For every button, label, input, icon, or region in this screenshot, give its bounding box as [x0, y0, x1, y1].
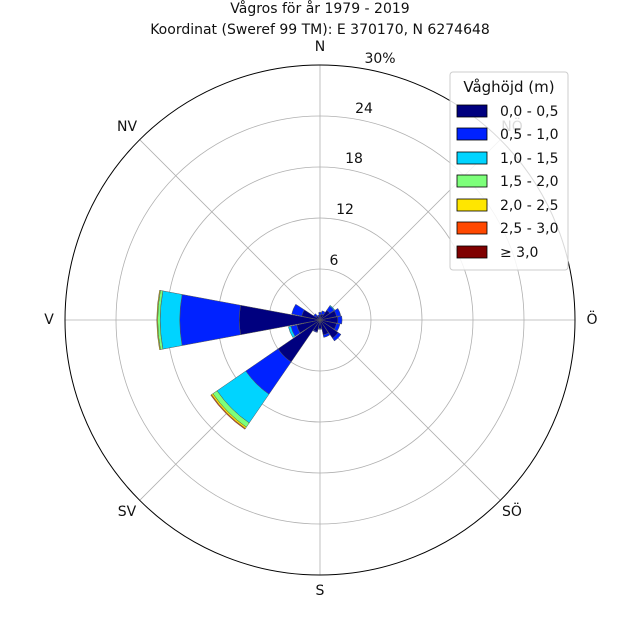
legend-swatch-6: [456, 245, 488, 259]
legend-box: [449, 71, 569, 271]
legend-label-0: 0,0 - 0,5: [500, 104, 558, 120]
radial-tick-6: 6: [330, 253, 339, 269]
radial-tick-24: 24: [355, 101, 373, 117]
legend-swatch-4: [456, 198, 488, 212]
bar-sector-5-class-1: [333, 323, 341, 332]
radial-tick-labels: 6 12 18 24 30%: [330, 51, 396, 269]
bar-sector-13-class-1: [291, 303, 305, 317]
bar-sector-6-class-1: [332, 332, 342, 342]
bar-sector-3-class-1: [333, 308, 342, 317]
direction-label-v: V: [44, 312, 54, 328]
direction-label-sv: SV: [118, 504, 137, 520]
bar-sector-7-class-1: [322, 332, 331, 338]
bar-sector-8-class-1: [318, 328, 322, 330]
bar-sector-15-class-1: [316, 314, 320, 318]
bar-sector-11-class-2: [288, 325, 296, 338]
bar-sector-2-class-2: [329, 304, 336, 311]
legend-title: Våghöjd (m): [463, 78, 554, 96]
chart-title: Vågros för år 1979 - 2019: [230, 0, 409, 17]
chart-subtitle: Koordinat (Sweref 99 TM): E 370170, N 62…: [150, 22, 490, 38]
legend-swatch-2: [456, 151, 488, 165]
legend: Våghöjd (m) 0,0 - 0,5 0,5 - 1,0 1,0 - 1,…: [449, 71, 569, 271]
bar-sector-14-class-1: [313, 313, 318, 318]
legend-swatch-1: [456, 127, 488, 141]
legend-items: 0,0 - 0,5 0,5 - 1,0 1,0 - 1,5 1,5 - 2,0 …: [456, 104, 558, 261]
legend-label-5: 2,5 - 3,0: [500, 221, 558, 237]
direction-label-so: SÖ: [502, 502, 522, 520]
legend-label-1: 0,5 - 1,0: [500, 127, 558, 143]
grid-spoke-315: [139, 139, 321, 321]
polar-frame: [64, 64, 576, 576]
legend-label-6: ≥ 3,0: [500, 245, 538, 261]
radial-tick-18: 18: [345, 151, 363, 167]
legend-label-2: 1,0 - 1,5: [500, 151, 558, 167]
bar-sector-10-class-5: [210, 394, 246, 430]
bar-sector-12-class-4: [156, 289, 161, 351]
direction-label-nv: NV: [117, 119, 137, 135]
direction-label-s: S: [316, 583, 325, 599]
grid-spoke-135: [319, 319, 501, 501]
bar-sector-12-class-2: [159, 290, 183, 350]
rose-bars: [156, 289, 343, 430]
bar-sector-9-class-1: [312, 329, 318, 333]
legend-swatch-0: [456, 104, 488, 118]
polar-plot-area: 6 12 18 24 30% N NV V SV S SÖ Ö NÖ: [44, 39, 597, 599]
radial-tick-30: 30%: [364, 51, 395, 67]
legend-label-4: 2,0 - 2,5: [500, 198, 558, 214]
direction-label-n: N: [315, 39, 325, 55]
legend-swatch-3: [456, 174, 488, 188]
radial-tick-12: 12: [336, 202, 354, 218]
legend-label-3: 1,5 - 2,0: [500, 174, 558, 190]
direction-label-o: Ö: [586, 310, 597, 328]
bar-sector-4-class-1: [337, 315, 343, 325]
legend-swatch-5: [456, 221, 488, 235]
